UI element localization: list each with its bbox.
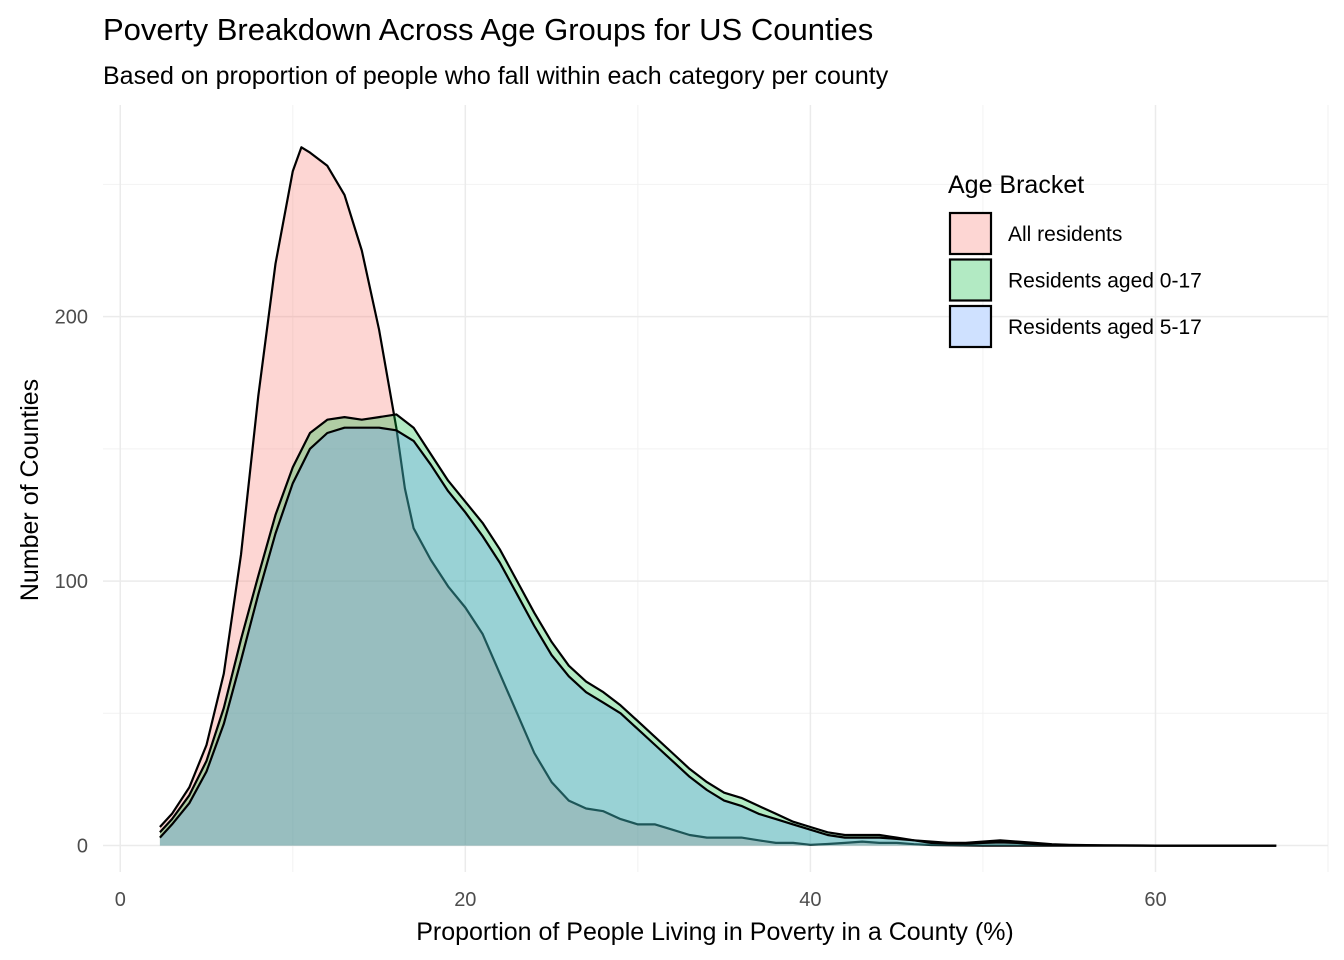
legend-swatch-residents-aged-5-17 bbox=[948, 304, 993, 349]
chart-subtitle: Based on proportion of people who fall w… bbox=[103, 62, 889, 90]
area-all-residents bbox=[159, 147, 1277, 846]
legend: Age Bracket All residents Residents aged … bbox=[948, 171, 1202, 349]
legend-swatch-bg bbox=[950, 306, 991, 347]
area-residents-aged-0-17 bbox=[159, 414, 1277, 846]
area-residents-aged-5-17 bbox=[159, 427, 1277, 846]
outline-residents-aged-5-17 bbox=[159, 426, 1277, 847]
legend-title: Age Bracket bbox=[948, 171, 1084, 199]
y-tick-label: 200 bbox=[55, 307, 88, 329]
legend-label-residents-aged-0-17: Residents aged 0-17 bbox=[1008, 270, 1202, 293]
legend-swatch-residents-aged-0-17 bbox=[948, 258, 993, 302]
x-tick-label: 40 bbox=[799, 889, 821, 911]
legend-swatch-bg bbox=[950, 259, 991, 301]
x-tick-label: 60 bbox=[1144, 889, 1166, 911]
y-axis-title: Number of Counties bbox=[16, 379, 44, 601]
chart-title: Poverty Breakdown Across Age Groups for … bbox=[103, 12, 873, 47]
y-tick-label: 0 bbox=[77, 836, 88, 858]
x-tick-label: 20 bbox=[454, 889, 476, 911]
legend-label-all-residents: All residents bbox=[1008, 223, 1122, 246]
x-tick-label: 0 bbox=[115, 889, 126, 911]
x-axis-title: Proportion of People Living in Poverty i… bbox=[416, 918, 1014, 946]
grid-lines bbox=[103, 105, 1329, 872]
legend-swatch-all-residents bbox=[948, 211, 993, 256]
x-axis-ticks: 0 20 40 60 bbox=[115, 889, 1167, 911]
density-areas bbox=[159, 146, 1277, 847]
legend-swatch-bg bbox=[950, 213, 991, 254]
outline-all-residents bbox=[159, 146, 1277, 847]
y-axis-ticks: 0 100 200 bbox=[55, 307, 88, 858]
y-tick-label: 100 bbox=[55, 571, 88, 593]
legend-label-residents-aged-5-17: Residents aged 5-17 bbox=[1008, 316, 1202, 339]
